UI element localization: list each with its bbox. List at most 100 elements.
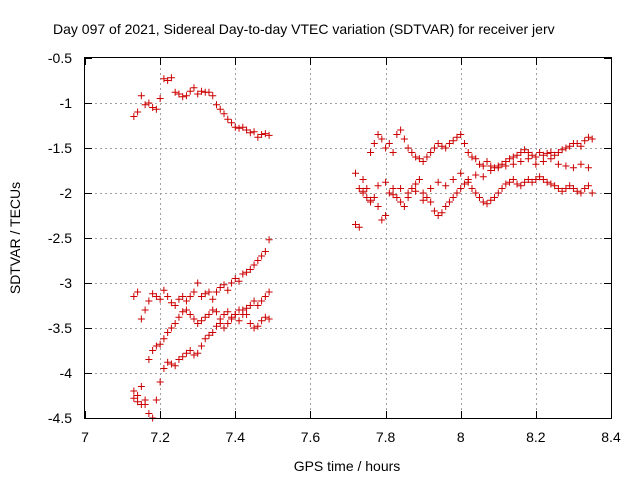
axis-ticks: [85, 58, 612, 419]
data-point: [265, 236, 273, 244]
data-point: [216, 105, 224, 113]
data-point: [457, 169, 465, 177]
data-point: [164, 293, 172, 300]
data-point: [179, 353, 187, 361]
data-point: [190, 288, 198, 296]
data-point: [517, 158, 525, 165]
data-point: [562, 144, 570, 152]
data-point: [449, 194, 457, 201]
data-point: [385, 189, 393, 197]
data-point: [423, 153, 431, 161]
data-point: [355, 185, 363, 192]
data-point: [517, 149, 525, 156]
data-point: [393, 194, 401, 201]
x-tick-label: 8: [457, 429, 465, 445]
data-point: [539, 176, 547, 183]
data-point: [213, 308, 220, 316]
x-tick-label: 7.8: [376, 429, 396, 445]
data-point: [472, 189, 480, 197]
data-point: [145, 356, 153, 363]
data-point: [130, 113, 138, 120]
data-point: [397, 126, 405, 134]
data-point: [367, 149, 375, 156]
data-point: [156, 378, 164, 386]
data-point: [220, 324, 228, 332]
data-point: [457, 185, 465, 192]
data-point: [137, 383, 145, 390]
data-point: [412, 180, 420, 188]
x-tick-labels: 7 7.2 7.4 7.6 7.8 8 8.2 8.4: [81, 429, 621, 445]
data-point: [156, 340, 164, 348]
data-point: [186, 311, 194, 318]
data-points: [130, 74, 596, 422]
data-point: [167, 360, 175, 368]
data-point: [521, 146, 529, 154]
data-point: [442, 203, 450, 210]
x-tick-label: 7.6: [301, 429, 321, 445]
data-point: [145, 99, 153, 107]
data-point: [588, 135, 596, 143]
data-point: [468, 153, 476, 161]
data-point: [186, 293, 194, 300]
data-point: [228, 119, 236, 127]
data-point: [235, 277, 243, 285]
data-point: [532, 153, 540, 161]
data-point: [524, 149, 532, 156]
data-point: [137, 315, 145, 323]
data-point: [566, 182, 574, 190]
y-tick-labels: -0.5 -1 -1.5 -2 -2.5 -3 -3.5 -4 -4.5: [48, 50, 72, 426]
data-point: [239, 270, 247, 278]
data-point: [427, 198, 435, 206]
y-tick-label: -3: [60, 275, 73, 291]
data-point: [483, 158, 491, 165]
data-point: [517, 182, 525, 190]
data-point: [562, 162, 570, 170]
data-point: [186, 347, 194, 354]
data-point: [235, 124, 243, 132]
data-point: [415, 155, 423, 163]
data-point: [213, 288, 220, 296]
data-point: [182, 297, 190, 305]
data-point: [175, 313, 183, 321]
data-point: [209, 295, 217, 303]
data-point: [250, 261, 258, 269]
plot-frame: [84, 57, 612, 419]
data-point: [220, 281, 228, 289]
data-point: [254, 133, 262, 141]
data-point: [209, 306, 217, 314]
data-point: [134, 108, 142, 116]
data-point: [472, 171, 480, 179]
data-point: [464, 149, 472, 156]
data-point: [430, 207, 438, 215]
data-point: [171, 88, 179, 96]
data-point: [190, 315, 198, 323]
data-point: [228, 313, 236, 321]
data-point: [543, 178, 551, 186]
data-point: [149, 347, 157, 354]
y-tick-label: -2.5: [48, 230, 72, 246]
data-point: [224, 286, 232, 294]
data-point: [239, 123, 247, 131]
data-point: [205, 311, 213, 318]
data-point: [352, 169, 360, 177]
data-point: [149, 290, 157, 298]
data-point: [404, 144, 412, 152]
series-sat-e: [352, 126, 596, 231]
data-point: [194, 320, 202, 327]
data-point: [491, 194, 499, 201]
data-point: [145, 410, 153, 417]
data-point: [453, 189, 461, 197]
data-point: [141, 396, 149, 404]
data-point: [190, 84, 198, 92]
data-point: [449, 176, 457, 183]
data-point: [265, 288, 273, 296]
data-point: [228, 279, 236, 287]
data-point: [408, 185, 416, 192]
data-point: [156, 295, 164, 303]
grid-lines: [85, 58, 611, 418]
data-point: [577, 142, 585, 150]
data-point: [532, 160, 540, 168]
data-point: [250, 128, 258, 136]
data-point: [167, 324, 175, 332]
x-tick-label: 7.4: [226, 429, 246, 445]
